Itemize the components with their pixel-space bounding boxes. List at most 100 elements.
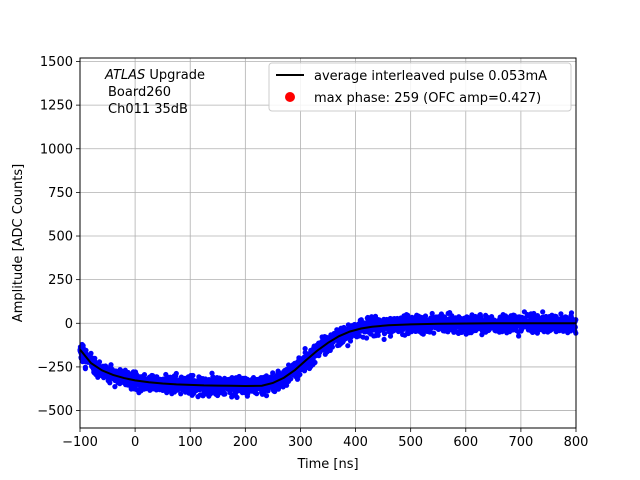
sample-point — [302, 346, 308, 352]
legend-box — [268, 62, 572, 112]
sample-point — [485, 318, 491, 324]
sample-point — [80, 359, 86, 365]
sample-point — [400, 325, 406, 331]
sample-point — [325, 336, 331, 342]
sample-point — [153, 374, 159, 380]
sample-point — [263, 393, 270, 399]
sample-point — [244, 376, 250, 382]
sample-point — [217, 375, 223, 381]
sample-point — [225, 380, 231, 386]
sample-point — [300, 355, 306, 361]
annotation-atlas: ATLAS — [104, 68, 145, 83]
x-tick-label: 100 — [178, 435, 203, 450]
average-pulse-line — [79, 322, 576, 387]
sample-point — [128, 384, 134, 390]
sample-point — [395, 328, 402, 335]
sample-point — [297, 371, 303, 378]
sample-point — [266, 384, 273, 391]
sample-point — [381, 331, 388, 337]
sample-point — [345, 343, 351, 349]
y-tick-label: 1250 — [40, 99, 73, 114]
sample-point — [390, 326, 396, 332]
x-tick-label: 300 — [288, 435, 313, 450]
sample-point — [200, 393, 206, 399]
sample-point — [463, 327, 469, 333]
sample-point — [138, 388, 144, 394]
legend: average interleaved pulse 0.053mA max ph… — [268, 62, 572, 112]
sample-point — [329, 343, 335, 349]
sample-point — [503, 328, 509, 334]
sample-point — [518, 328, 524, 334]
sample-point — [112, 384, 118, 390]
sample-point — [442, 326, 448, 332]
sample-point — [374, 331, 380, 337]
sample-point — [188, 372, 194, 379]
sample-point — [261, 385, 267, 391]
sample-point — [103, 373, 109, 379]
sample-point — [155, 385, 161, 391]
sample-point — [210, 379, 216, 385]
x-tick-label: 800 — [564, 435, 589, 450]
sample-point — [105, 378, 111, 384]
sample-point — [540, 309, 546, 315]
sample-point — [189, 392, 195, 398]
sample-point — [292, 360, 298, 366]
x-axis-ticks: −100 0 100 200 300 400 500 600 700 800 — [62, 428, 588, 450]
sample-point — [309, 358, 315, 364]
sample-point — [435, 315, 441, 321]
sample-point — [442, 317, 448, 323]
sample-point — [386, 329, 392, 335]
sample-point — [528, 314, 534, 321]
sample-point — [483, 324, 489, 330]
sample-point — [529, 323, 535, 329]
sample-point — [459, 329, 465, 335]
sample-point — [495, 325, 501, 331]
x-tick-label: 500 — [398, 435, 423, 450]
y-tick-label: 250 — [48, 273, 73, 288]
sample-point — [568, 328, 574, 334]
sample-point — [144, 383, 150, 389]
x-tick-label: 400 — [343, 435, 368, 450]
sample-point — [283, 379, 289, 385]
sample-point — [123, 372, 129, 378]
sample-point — [163, 387, 169, 393]
sample-point — [553, 329, 559, 335]
sample-point — [486, 327, 492, 333]
sample-point — [308, 363, 314, 369]
annotation-channel: Ch011 35dB — [108, 102, 188, 117]
sample-point — [510, 312, 516, 318]
x-tick-label: 200 — [233, 435, 258, 450]
sample-point — [447, 310, 453, 316]
sample-point — [222, 375, 228, 381]
sample-point — [108, 366, 114, 372]
sample-point — [245, 390, 251, 396]
y-axis-ticks: −500 −250 0 250 500 750 1000 1250 1500 — [37, 55, 80, 419]
sample-point — [168, 388, 174, 394]
annotation-board: Board260 — [108, 85, 171, 100]
legend-marker-swatch — [285, 92, 295, 102]
svg-text:ATLAS Upgrade: ATLAS Upgrade — [104, 68, 205, 83]
sample-point — [387, 333, 394, 339]
sample-point — [483, 314, 489, 320]
sample-point — [353, 332, 359, 338]
sample-point — [168, 376, 174, 382]
y-tick-label: −500 — [37, 404, 73, 419]
chart-annotation: ATLAS Upgrade Board260 Ch011 35dB — [104, 68, 205, 117]
x-tick-label: 0 — [131, 435, 139, 450]
legend-entry-average-pulse: average interleaved pulse 0.053mA — [314, 69, 547, 84]
sample-point — [123, 382, 129, 388]
sample-point — [135, 374, 141, 380]
sample-point — [534, 323, 541, 329]
sample-point — [334, 330, 341, 336]
sample-point — [367, 315, 373, 321]
sample-point — [418, 318, 425, 324]
sample-point — [547, 328, 553, 334]
x-tick-label: −100 — [62, 435, 98, 450]
sample-point — [250, 375, 257, 381]
sample-point — [519, 314, 525, 320]
sample-point — [374, 316, 380, 323]
y-tick-label: −250 — [37, 360, 73, 375]
x-tick-label: 700 — [508, 435, 533, 450]
sample-point — [549, 312, 555, 318]
plot-frame — [79, 57, 577, 429]
